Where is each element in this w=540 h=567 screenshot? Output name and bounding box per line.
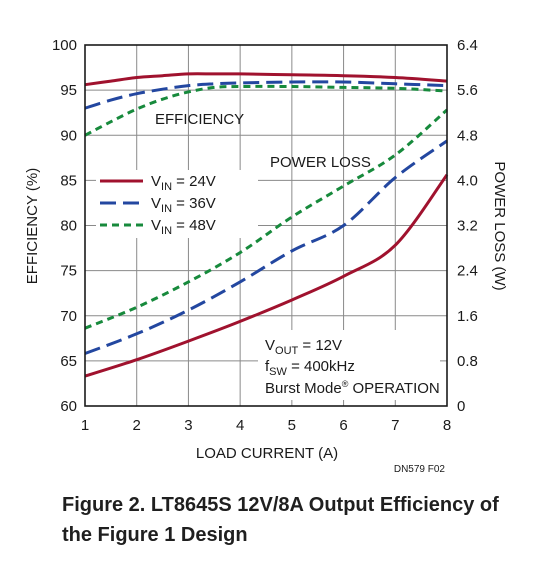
annotation-burst-mode: Burst Mode® OPERATION <box>265 379 440 397</box>
y-left-tick-label: 65 <box>60 353 77 370</box>
y-left-tick-label: 70 <box>60 308 77 325</box>
y-left-tick-label: 85 <box>60 172 77 189</box>
y-right-tick-label: 5.6 <box>457 82 478 99</box>
x-tick-label: 2 <box>133 417 141 434</box>
efficiency-series-line <box>84 80 448 110</box>
x-tick-label: 3 <box>184 417 192 434</box>
y-right-tick-label: 1.6 <box>457 308 478 325</box>
power-loss-series-line <box>84 108 448 330</box>
y-axis-label-right: POWER LOSS (W) <box>491 161 508 290</box>
y-right-tick-label: 4.0 <box>457 172 478 189</box>
y-right-tick-label: 2.4 <box>457 263 478 280</box>
x-tick-label: 8 <box>443 417 451 434</box>
y-right-tick-label: 4.8 <box>457 127 478 144</box>
x-tick-label: 5 <box>288 417 296 434</box>
y-left-tick-label: 75 <box>60 263 77 280</box>
annotation-power-loss: POWER LOSS <box>270 154 371 171</box>
y-left-tick-label: 60 <box>60 398 77 415</box>
caption-line-1: Figure 2. LT8645S 12V/8A Output Efficien… <box>62 494 499 516</box>
efficiency-series-line <box>84 72 448 87</box>
y-right-tick-label: 6.4 <box>457 37 478 54</box>
y-left-tick-label: 90 <box>60 127 77 144</box>
efficiency-series-line <box>84 84 448 137</box>
x-tick-label: 6 <box>339 417 347 434</box>
x-axis-label: LOAD CURRENT (A) <box>196 445 338 462</box>
x-tick-label: 4 <box>236 417 244 434</box>
caption-line-2: the Figure 1 Design <box>62 524 248 546</box>
series-lines <box>84 72 449 378</box>
annotation-efficiency: EFFICIENCY <box>155 111 244 128</box>
y-right-tick-label: 3.2 <box>457 218 478 235</box>
y-right-tick-label: 0.8 <box>457 353 478 370</box>
power-loss-series-line <box>84 139 448 355</box>
y-left-tick-label: 95 <box>60 82 77 99</box>
y-left-tick-label: 100 <box>52 37 77 54</box>
tick-labels: 1 2 3 4 5 6 7 8 100 95 90 85 80 75 70 65 60 6.4 5.6 4.8 4.0 3… <box>52 37 478 434</box>
legend-label: VIN = 48V <box>151 217 216 237</box>
figure-id: DN579 F02 <box>394 464 446 475</box>
efficiency-power-loss-chart: 1 2 3 4 5 6 7 8 100 95 90 85 80 75 70 65 60 6.4 5.6 4.8 4.0 3… <box>24 37 508 475</box>
y-right-tick-label: 0 <box>457 398 465 415</box>
plot-frame <box>84 44 448 407</box>
annotation-fsw: fSW = 400kHz <box>265 358 355 378</box>
y-axis-label-left: EFFICIENCY (%) <box>24 168 41 284</box>
x-tick-label: 7 <box>391 417 399 434</box>
figure-caption: Figure 2. LT8645S 12V/8A Output Efficien… <box>62 490 522 550</box>
power-loss-series-line <box>84 173 449 378</box>
x-tick-label: 1 <box>81 417 89 434</box>
conditions-background <box>258 330 440 400</box>
y-left-tick-label: 80 <box>60 218 77 235</box>
